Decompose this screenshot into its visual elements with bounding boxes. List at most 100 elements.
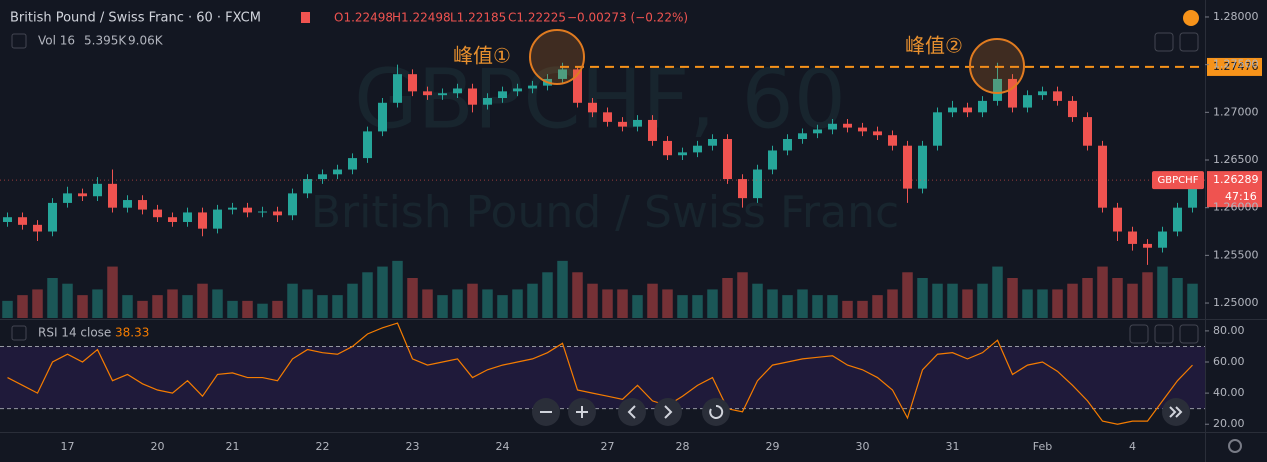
x-tick-label: Feb (1033, 440, 1052, 453)
candle-body (453, 88, 462, 94)
ohlc-open: O1.22498 (334, 11, 393, 25)
candle-body (813, 129, 822, 134)
nav-icons (540, 404, 1183, 419)
candle-body (1173, 207, 1182, 232)
candle-body (948, 107, 957, 113)
candle-body (333, 169, 342, 175)
candle-body (903, 145, 912, 189)
volume-bar (1157, 266, 1168, 318)
scroll-button[interactable] (1154, 32, 1174, 52)
y-tick-label: 1.25500 (1213, 248, 1259, 261)
volume-bar (1007, 278, 1018, 318)
volume-bar (92, 289, 103, 318)
volume-bar (1142, 272, 1153, 318)
candle-body (678, 152, 687, 156)
volume-bar (557, 260, 568, 318)
volume-value: 5.395K (84, 34, 127, 48)
ohlc-high: H1.22498 (392, 11, 451, 25)
volume-bar (197, 283, 208, 318)
volume-bar (917, 278, 928, 318)
x-tick-label: 28 (676, 440, 690, 453)
volume-bar (257, 303, 268, 318)
candle-body (1053, 91, 1062, 101)
volume-bar (887, 289, 898, 318)
volume-bar (407, 278, 418, 318)
maximize-button[interactable] (1179, 32, 1199, 52)
y-tick-label: 1.26500 (1213, 153, 1259, 166)
candle-body (288, 193, 297, 216)
rsi-line (7, 322, 1193, 425)
candle-layer (3, 62, 1197, 265)
collapse-button[interactable] (11, 325, 27, 341)
ohlc-close: C1.22225 (508, 11, 566, 25)
y-tick-label: 1.26000 (1213, 201, 1259, 214)
candle-body (468, 88, 477, 105)
volume-layer (2, 260, 1198, 318)
candle-body (843, 123, 852, 128)
x-tick-label: 30 (856, 440, 870, 453)
volume-bar (77, 295, 88, 318)
candle-body (168, 217, 177, 222)
level-label-box (1207, 57, 1262, 76)
candle-body (693, 145, 702, 153)
candle-body (423, 91, 432, 96)
candle-body (723, 139, 732, 180)
rsi-tick-label: 80.00 (1213, 324, 1245, 337)
symbol-label-box (1152, 171, 1204, 190)
volume-bar (617, 289, 628, 318)
volume-bar (977, 283, 988, 318)
candle-body (258, 211, 267, 213)
volume-title: Vol 16 (38, 34, 75, 48)
volume-bar (1052, 289, 1063, 318)
scroll-left-button[interactable] (618, 398, 646, 426)
candle-body (48, 202, 57, 232)
volume-bar (182, 295, 193, 318)
candle-body (483, 98, 492, 105)
volume-bar (107, 266, 118, 318)
volume-bar (377, 266, 388, 318)
x-tick-label: 22 (316, 440, 330, 453)
candle-body (228, 207, 237, 210)
x-tick-label: 21 (226, 440, 240, 453)
volume-bar (1112, 278, 1123, 318)
peak-marker (969, 38, 1025, 94)
volume-ma: 9.06K (128, 34, 164, 48)
candle-body (918, 145, 927, 189)
maximize-button[interactable] (1179, 324, 1199, 344)
candle-body (738, 179, 747, 199)
candle-body (783, 139, 792, 151)
volume-bar (737, 272, 748, 318)
volume-bar (512, 289, 523, 318)
collapse-button[interactable] (11, 33, 27, 49)
peak-marker (529, 29, 585, 85)
candle-body (993, 78, 1002, 101)
candle-body (633, 119, 642, 127)
candle-body (858, 127, 867, 132)
volume-bar (272, 300, 283, 318)
y-tick-label: 1.27500 (1213, 58, 1259, 71)
volume-bar (437, 295, 448, 318)
candle-body (1083, 117, 1092, 146)
alert-icon[interactable] (1183, 10, 1199, 26)
move-up-button[interactable] (1129, 324, 1149, 344)
volume-bar (1022, 289, 1033, 318)
scroll-right-button[interactable] (654, 398, 682, 426)
volume-bar (347, 283, 358, 318)
peak-annotation: 峰值② (905, 34, 963, 58)
close-button[interactable] (1154, 324, 1174, 344)
volume-bar (242, 300, 253, 318)
volume-bar (332, 295, 343, 318)
candle-body (153, 209, 162, 218)
volume-bar (302, 289, 313, 318)
volume-bar (17, 295, 28, 318)
reset-button[interactable] (702, 398, 730, 426)
volume-bar (362, 272, 373, 318)
volume-bar (452, 289, 463, 318)
settings-button[interactable] (1228, 439, 1242, 453)
symbol-title: British Pound / Swiss Franc · 60 · FXCM (10, 11, 261, 26)
candle-body (108, 183, 117, 208)
candle-body (1188, 180, 1197, 208)
candle-body (33, 224, 42, 232)
volume-bar (1187, 283, 1198, 318)
